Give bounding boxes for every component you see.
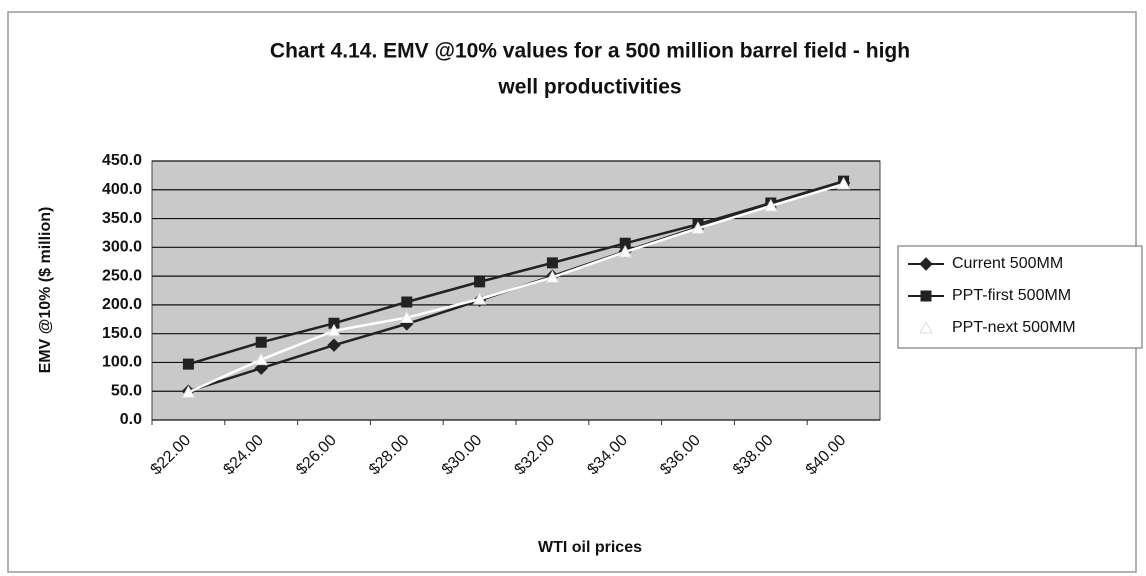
y-tick-label: 50.0 [111, 382, 142, 399]
chart-title: Chart 4.14. EMV @10% values for a 500 mi… [270, 40, 910, 63]
y-tick-label: 450.0 [102, 152, 142, 169]
point-marker [327, 323, 341, 337]
point-marker [401, 296, 413, 308]
point-marker [619, 237, 631, 249]
point-marker [545, 270, 560, 283]
point-marker [618, 244, 633, 258]
x-axis-label: WTI oil prices [538, 539, 642, 556]
y-tick-label: 350.0 [102, 210, 142, 227]
series-line [188, 179, 844, 366]
point-marker [836, 176, 851, 190]
legend-label: PPT-next 500MM [952, 319, 1076, 336]
series-line [187, 182, 844, 394]
legend-label: PPT-first 500MM [952, 287, 1071, 304]
chart-title: well productivities [497, 76, 681, 99]
legend-label: Current 500MM [952, 255, 1063, 272]
point-marker [254, 352, 269, 366]
y-tick-label: 250.0 [102, 267, 142, 284]
point-marker [691, 221, 705, 234]
legend-marker [920, 290, 932, 302]
y-tick-label: 150.0 [102, 325, 142, 342]
y-axis-label: EMV @10% ($ million) [37, 207, 54, 374]
legend-marker [919, 320, 933, 334]
point-marker [181, 385, 196, 398]
y-tick-label: 300.0 [102, 239, 142, 256]
point-marker [763, 198, 778, 212]
point-marker [254, 361, 268, 375]
y-tick-label: 0.0 [120, 411, 142, 428]
point-marker [399, 310, 414, 324]
point-marker [328, 317, 340, 329]
point-marker [327, 338, 341, 352]
point-marker [546, 257, 558, 269]
y-tick-label: 200.0 [102, 296, 142, 313]
point-marker [255, 336, 267, 348]
y-tick-label: 100.0 [102, 354, 142, 371]
point-marker [182, 358, 194, 370]
y-tick-label: 400.0 [102, 181, 142, 198]
point-marker [474, 276, 486, 288]
legend-marker [919, 257, 933, 271]
point-marker [472, 292, 487, 305]
